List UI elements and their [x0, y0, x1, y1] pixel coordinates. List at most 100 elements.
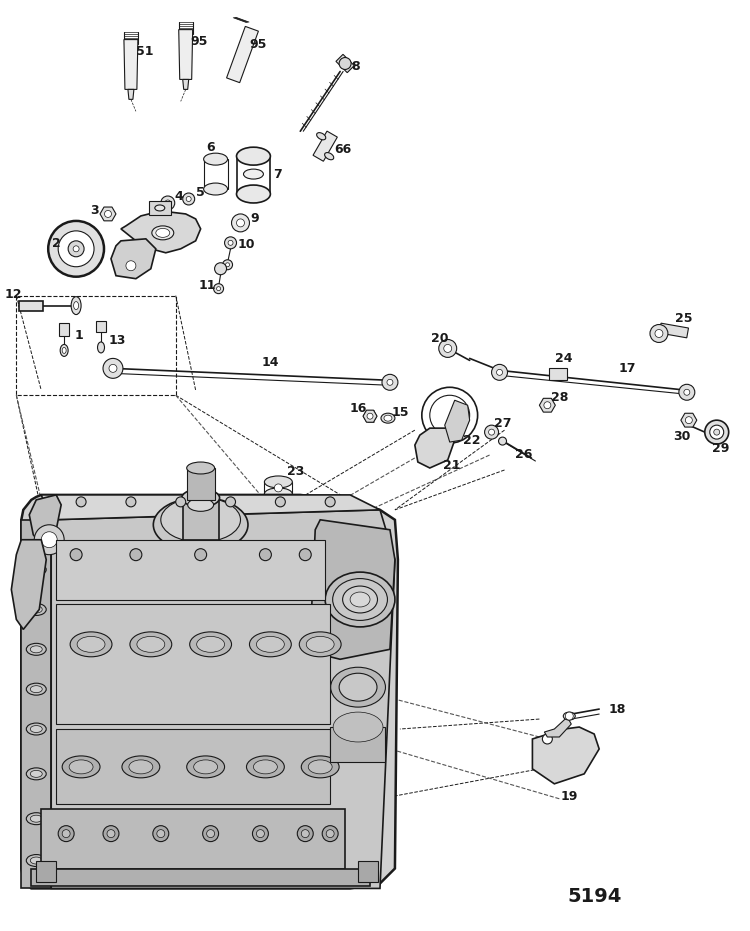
Circle shape — [242, 554, 259, 570]
Text: 8: 8 — [351, 60, 359, 73]
Text: 4: 4 — [174, 190, 183, 203]
Circle shape — [68, 566, 75, 573]
Ellipse shape — [122, 756, 160, 777]
Polygon shape — [128, 89, 134, 100]
Circle shape — [153, 826, 169, 842]
Circle shape — [103, 358, 123, 378]
Polygon shape — [21, 519, 51, 888]
Ellipse shape — [60, 344, 68, 357]
Ellipse shape — [71, 297, 81, 315]
Polygon shape — [310, 519, 395, 659]
Bar — [41, 809, 345, 869]
Circle shape — [214, 263, 226, 275]
Ellipse shape — [331, 668, 386, 708]
Ellipse shape — [26, 813, 46, 825]
Ellipse shape — [325, 153, 334, 160]
Ellipse shape — [333, 578, 388, 620]
Polygon shape — [532, 727, 599, 784]
Text: 13: 13 — [108, 334, 126, 347]
Ellipse shape — [339, 673, 377, 701]
Ellipse shape — [244, 169, 263, 179]
Circle shape — [176, 497, 186, 506]
Ellipse shape — [130, 632, 172, 656]
Text: 17: 17 — [618, 362, 636, 375]
Circle shape — [488, 429, 494, 435]
Circle shape — [253, 826, 268, 842]
Circle shape — [566, 712, 573, 720]
Ellipse shape — [302, 756, 339, 777]
Circle shape — [48, 221, 104, 277]
Ellipse shape — [26, 603, 46, 615]
Circle shape — [123, 557, 139, 573]
Circle shape — [226, 497, 236, 506]
Circle shape — [326, 830, 334, 838]
Text: 25: 25 — [675, 312, 692, 325]
Circle shape — [68, 241, 84, 257]
Circle shape — [223, 260, 232, 270]
Circle shape — [228, 240, 233, 246]
Polygon shape — [121, 211, 201, 253]
Circle shape — [187, 558, 195, 566]
Circle shape — [679, 385, 694, 400]
Circle shape — [684, 389, 690, 396]
Polygon shape — [363, 411, 377, 423]
Text: 23: 23 — [286, 466, 304, 479]
Ellipse shape — [350, 592, 370, 607]
Circle shape — [496, 370, 502, 375]
Bar — [659, 323, 688, 338]
Bar — [32, 869, 370, 886]
Text: 30: 30 — [674, 429, 691, 442]
Ellipse shape — [254, 760, 278, 774]
Text: 19: 19 — [560, 790, 578, 803]
Circle shape — [126, 261, 136, 271]
Ellipse shape — [204, 183, 227, 195]
Text: 26: 26 — [514, 448, 532, 461]
Circle shape — [214, 284, 223, 293]
Ellipse shape — [326, 573, 395, 627]
Ellipse shape — [30, 816, 42, 822]
Text: 29: 29 — [712, 441, 730, 454]
Circle shape — [232, 214, 250, 232]
Ellipse shape — [265, 488, 292, 500]
Circle shape — [224, 236, 236, 249]
Ellipse shape — [563, 712, 575, 720]
Circle shape — [655, 330, 663, 337]
Ellipse shape — [153, 497, 248, 552]
Circle shape — [422, 387, 478, 443]
Bar — [549, 369, 567, 381]
Ellipse shape — [26, 768, 46, 780]
Circle shape — [387, 379, 393, 385]
Circle shape — [297, 826, 314, 842]
Text: 66: 66 — [334, 142, 352, 155]
Bar — [336, 54, 354, 73]
Text: 95: 95 — [250, 38, 267, 51]
Circle shape — [62, 830, 70, 838]
Polygon shape — [539, 398, 555, 412]
Polygon shape — [100, 207, 116, 221]
Circle shape — [58, 231, 94, 267]
Circle shape — [274, 484, 282, 492]
Text: 3: 3 — [90, 205, 98, 218]
Ellipse shape — [343, 586, 377, 613]
Circle shape — [73, 246, 79, 251]
Ellipse shape — [256, 637, 284, 653]
Circle shape — [686, 417, 692, 424]
Text: 16: 16 — [350, 401, 367, 414]
Bar — [226, 26, 259, 83]
Text: 24: 24 — [554, 352, 572, 365]
Polygon shape — [183, 79, 189, 89]
Circle shape — [183, 193, 195, 205]
Text: 6: 6 — [206, 141, 215, 154]
Circle shape — [499, 438, 506, 445]
Circle shape — [236, 219, 244, 227]
Ellipse shape — [384, 415, 392, 421]
Circle shape — [339, 58, 351, 70]
Text: 2: 2 — [52, 237, 61, 250]
Circle shape — [126, 497, 136, 506]
Circle shape — [382, 374, 398, 390]
Polygon shape — [415, 428, 454, 468]
Circle shape — [367, 413, 373, 419]
Polygon shape — [21, 495, 398, 888]
Ellipse shape — [26, 723, 46, 735]
Text: 9: 9 — [251, 212, 259, 225]
